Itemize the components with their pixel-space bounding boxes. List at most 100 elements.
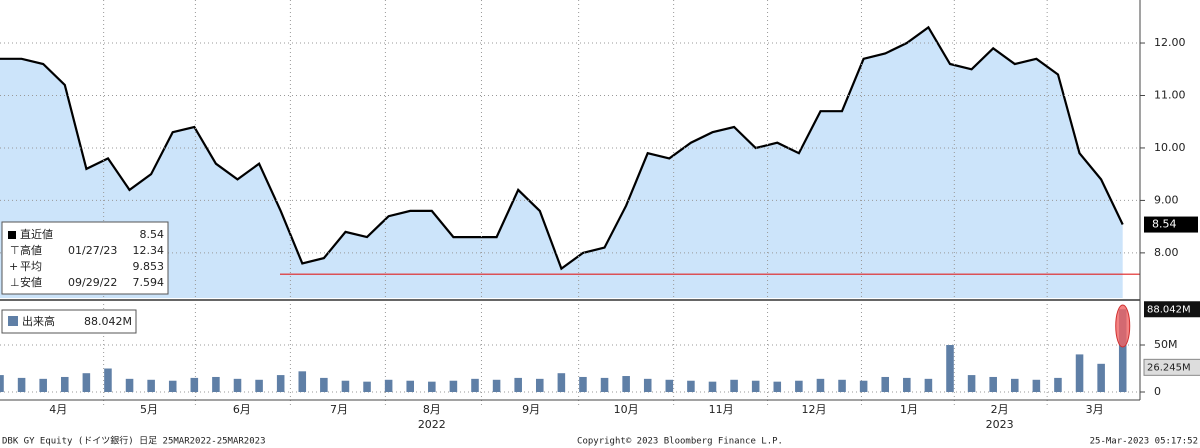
volume-bar xyxy=(212,376,220,392)
x-tick-label: 10月 xyxy=(614,403,639,416)
legend: ⊤ + ⊥ 出来高 88.042M 直近値 8.54 高値 01/27/23 12.34… xyxy=(1,221,169,334)
volume-bar xyxy=(17,377,26,392)
volume-bar xyxy=(449,380,458,392)
volume-bar xyxy=(514,377,522,392)
volume-bar xyxy=(708,381,717,392)
volume-bar xyxy=(751,380,760,392)
volume-bar xyxy=(859,380,868,392)
x-tick-label: 2月 xyxy=(991,403,1009,416)
legend-date: 01/27/23 xyxy=(68,244,117,257)
legend-icon: ⊥ xyxy=(10,276,20,289)
last-price-box xyxy=(1144,216,1198,233)
volume-bar xyxy=(622,376,630,392)
legend-name: 直近値 xyxy=(20,227,53,241)
volume-bar xyxy=(730,379,738,392)
x-tick-label: 6月 xyxy=(233,403,251,416)
footer-center: Copyright© 2023 Bloomberg Finance L.P. xyxy=(577,437,783,447)
x-tick-label: 8月 xyxy=(423,403,441,416)
volume-bar xyxy=(600,377,609,392)
volume-legend-box xyxy=(1,309,137,334)
highlight xyxy=(1115,304,1131,348)
y-tick-label: 11.00 xyxy=(1154,88,1186,101)
volume-bar xyxy=(1097,363,1105,392)
volume-bar xyxy=(989,376,997,392)
y-tick-label: 0 xyxy=(1154,385,1161,398)
y-tick-label: 9.00 xyxy=(1154,193,1179,206)
x-tick-label: 7月 xyxy=(330,403,348,416)
volume-bar xyxy=(1118,309,1127,392)
last-volume-box xyxy=(1144,301,1200,318)
axes: 8.00 9.00 10.00 11.00 12.00 8.54 4月 5月 6月 7月 8月 9月 1… xyxy=(49,36,1200,431)
grid xyxy=(0,0,1140,408)
x-tick-label: 11月 xyxy=(709,403,734,416)
volume-bar xyxy=(276,375,285,392)
volume-bar xyxy=(1032,379,1041,392)
volume-bar xyxy=(104,368,112,392)
volume-bar xyxy=(773,381,782,392)
volume-bar xyxy=(535,378,544,392)
legend-value: 8.54 xyxy=(140,228,165,241)
volume-bar xyxy=(1010,378,1019,392)
volume-bar xyxy=(341,380,350,392)
volume-bar xyxy=(298,371,307,392)
legend-value: 9.853 xyxy=(133,260,165,273)
price-area xyxy=(0,27,1123,299)
volume-bar xyxy=(363,381,371,392)
volume-panel xyxy=(0,304,1131,392)
volume-bar xyxy=(492,379,501,392)
volume-legend-value: 88.042M xyxy=(84,315,132,328)
legend-name: 平均 xyxy=(20,260,42,273)
last-volume-label: 88.042M xyxy=(1147,304,1191,315)
x-tick-label: 4月 xyxy=(49,403,67,416)
legend-value: 7.594 xyxy=(133,276,165,289)
volume-bar xyxy=(125,378,134,392)
volume-bar xyxy=(428,381,436,392)
x-tick-label: 1月 xyxy=(900,403,918,416)
legend-name: 安値 xyxy=(20,275,42,289)
volume-bar xyxy=(384,379,393,392)
footer-right: 25-Mar-2023 05:17:52 xyxy=(1090,437,1198,447)
volume-bar xyxy=(1075,354,1084,392)
volume-bar xyxy=(816,378,825,392)
volume-bar xyxy=(60,376,69,392)
volume-bar xyxy=(579,376,587,392)
volume-bar xyxy=(39,378,47,392)
year-label: 2022 xyxy=(418,418,446,431)
average-volume-box xyxy=(1143,358,1200,376)
volume-bar xyxy=(1054,377,1062,392)
volume-bar xyxy=(881,376,890,392)
volume-bar xyxy=(665,379,674,392)
legend-value: 12.34 xyxy=(133,244,165,257)
volume-bar xyxy=(82,373,91,392)
volume-bar xyxy=(795,380,803,392)
volume-bar xyxy=(924,378,933,392)
legend-date: 09/29/22 xyxy=(68,276,117,289)
legend-icon: + xyxy=(9,260,18,273)
volume-bar xyxy=(147,379,155,392)
average-volume-label: 26.245M xyxy=(1147,362,1191,373)
price-panel xyxy=(0,25,1140,299)
volume-bar xyxy=(0,375,4,392)
last-price-label: 8.54 xyxy=(1152,218,1177,231)
legend-icon xyxy=(8,231,16,239)
x-tick-label: 9月 xyxy=(522,403,540,416)
volume-legend-name: 出来高 xyxy=(22,314,55,328)
x-tick-label: 5月 xyxy=(140,403,158,416)
y-tick-label: 12.00 xyxy=(1154,36,1186,49)
footer-left: DBK GY Equity (ドイツ銀行) 日足 25MAR2022-25MAR… xyxy=(2,435,265,447)
volume-bar xyxy=(643,378,652,392)
volume-bar xyxy=(255,379,263,392)
volume-bar xyxy=(233,378,242,392)
volume-bar xyxy=(967,375,976,392)
x-tick-label: 12月 xyxy=(801,403,826,416)
legend-name: 高値 xyxy=(20,243,42,257)
year-label: 2023 xyxy=(986,418,1014,431)
volume-bar xyxy=(320,377,328,392)
price-line xyxy=(0,25,1124,271)
volume-legend-icon xyxy=(8,316,18,326)
y-tick-label: 50M xyxy=(1154,338,1178,351)
y-tick-label: 10.00 xyxy=(1154,141,1186,154)
legend-icon: ⊤ xyxy=(10,244,20,257)
legend-box xyxy=(1,221,169,295)
